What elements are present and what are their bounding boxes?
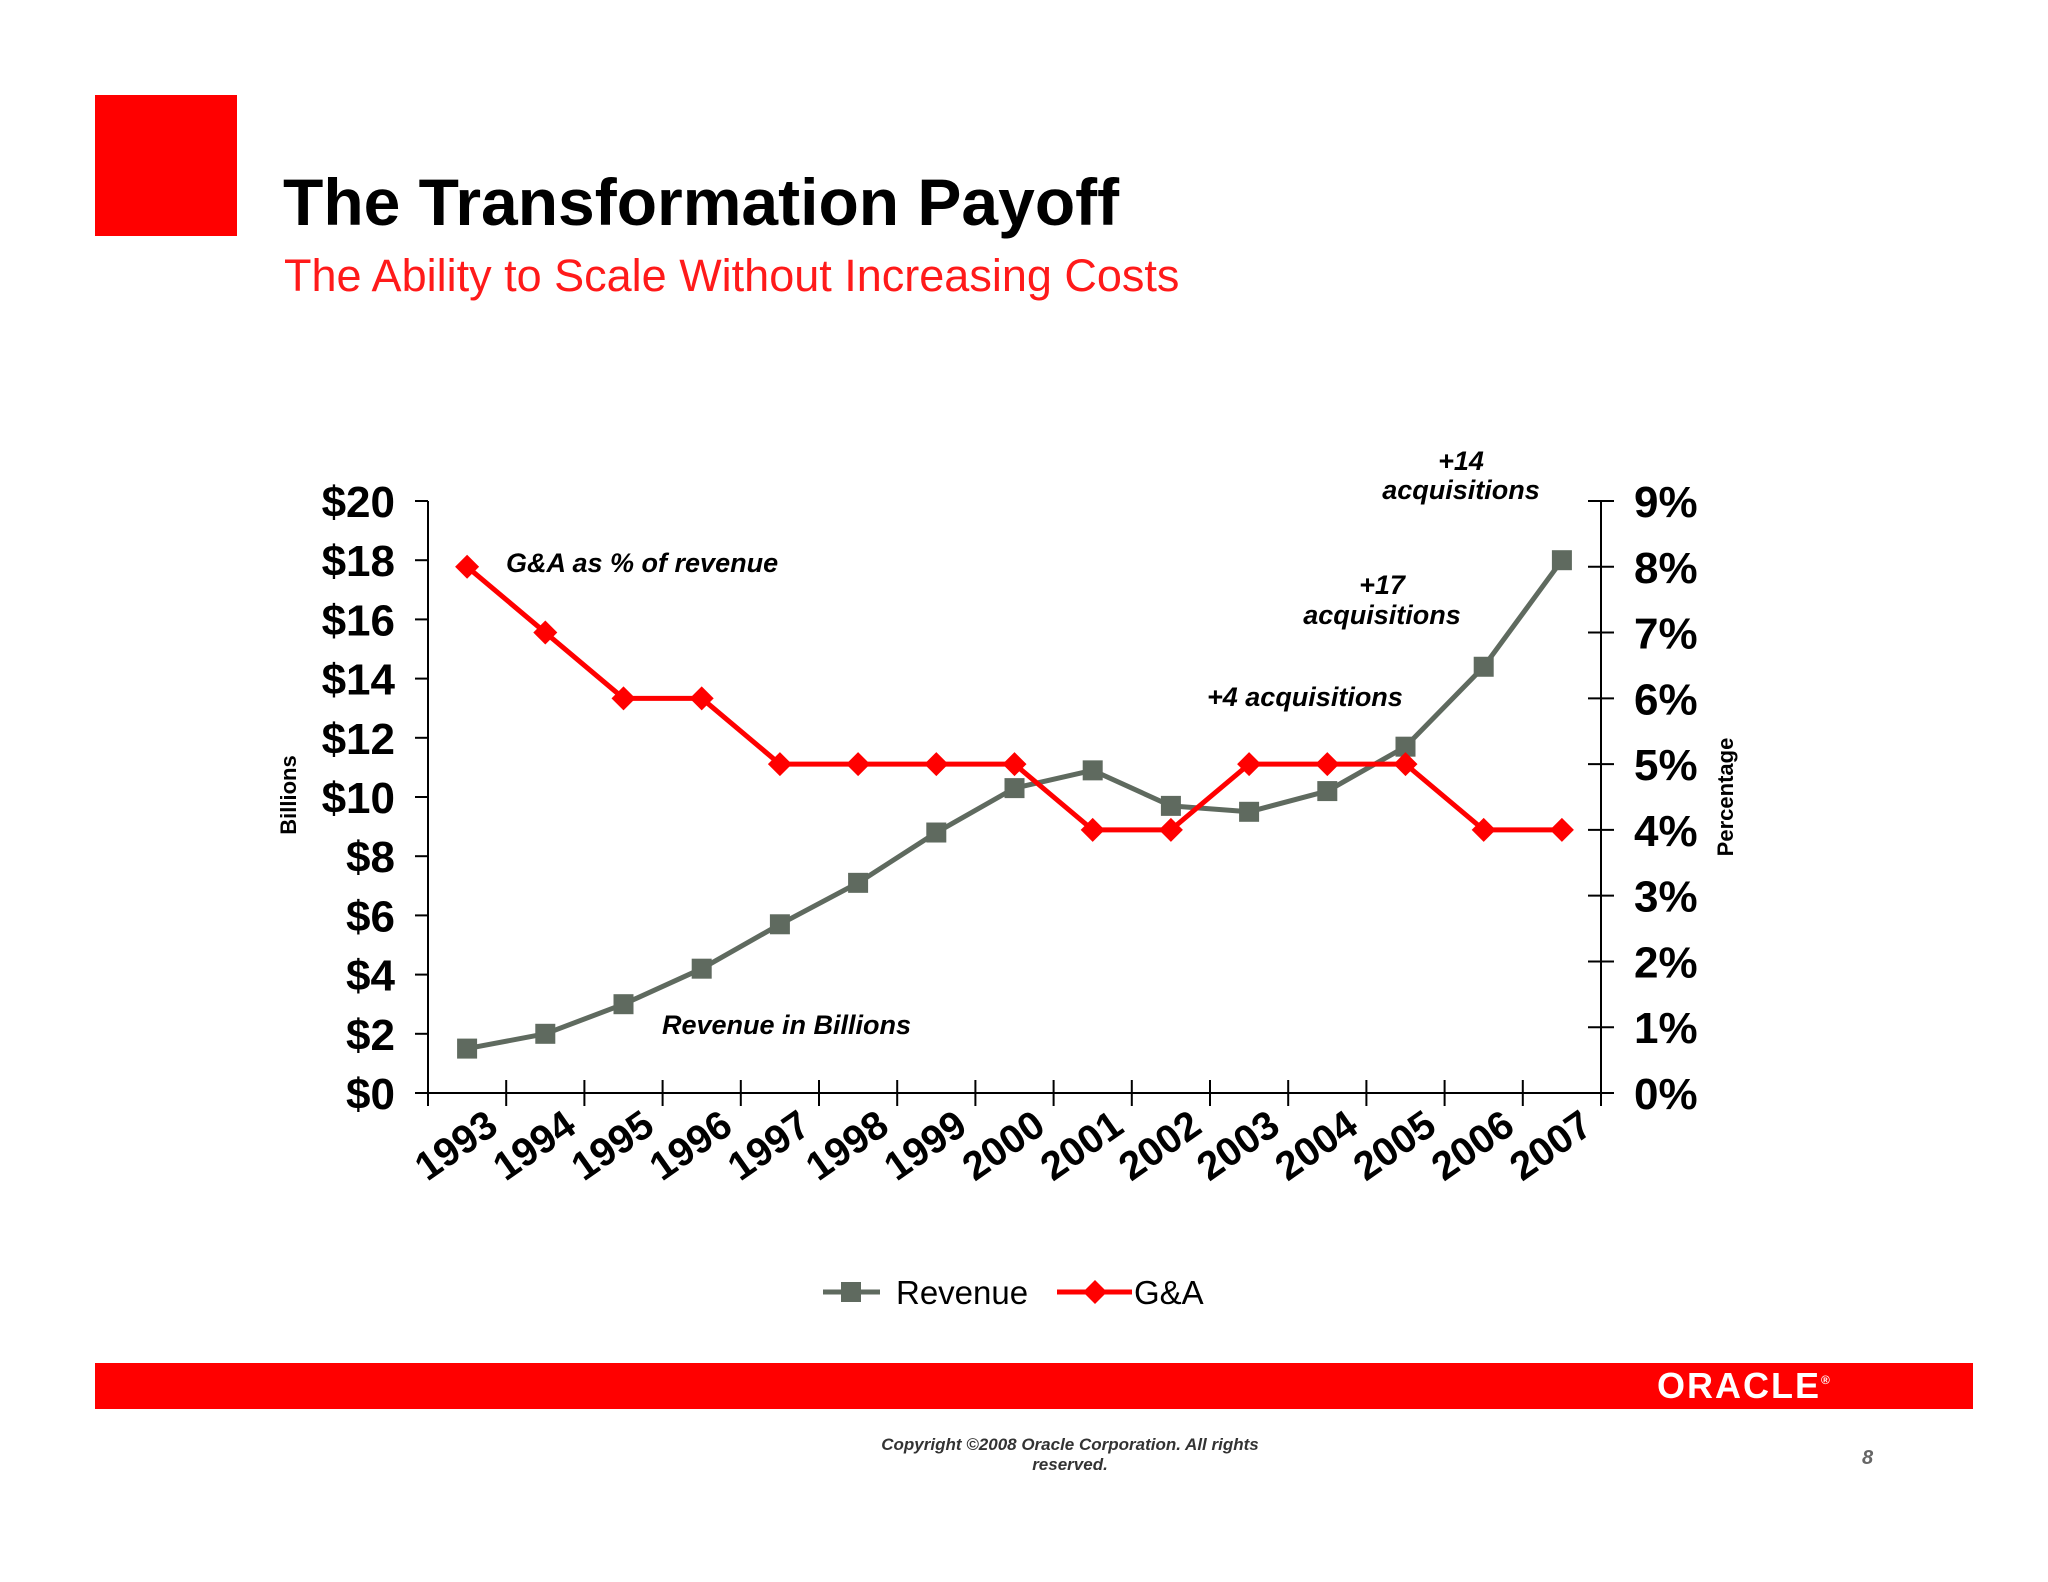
- y-left-tick-label: $4: [346, 952, 395, 1001]
- y-left-tick-label: $14: [322, 656, 396, 705]
- ga-point: [767, 752, 792, 777]
- x-tick-label: 2005: [1346, 1102, 1444, 1189]
- ga-point: [533, 620, 558, 645]
- ga-point: [1393, 752, 1418, 777]
- x-tick-label: 1994: [485, 1102, 584, 1190]
- revenue-point: [457, 1038, 478, 1059]
- y-right-tick-label: 3%: [1634, 873, 1698, 922]
- ga-point: [1002, 752, 1027, 777]
- revenue-point: [926, 822, 947, 843]
- y-right-tick-label: 6%: [1634, 675, 1698, 724]
- revenue-point: [1239, 801, 1260, 822]
- x-tick-label: 1997: [720, 1102, 818, 1189]
- ga-point: [689, 686, 714, 711]
- ga-point: [1080, 817, 1105, 842]
- x-tick-label: 2001: [1033, 1102, 1131, 1189]
- y-axis-right-label: Percentage: [1713, 738, 1738, 857]
- x-tick-label: 2000: [955, 1102, 1053, 1189]
- revenue-point: [613, 994, 634, 1015]
- annotation-17-count: +17: [1359, 570, 1407, 600]
- x-tick-label: 1998: [798, 1102, 896, 1189]
- y-right-tick-label: 5%: [1634, 741, 1698, 790]
- revenue-point: [1082, 760, 1103, 781]
- annotation-ga-percent: G&A as % of revenue: [506, 548, 778, 578]
- y-right-tick-label: 8%: [1634, 544, 1698, 593]
- y-left-tick-label: $2: [346, 1011, 395, 1060]
- red-accent-square: [95, 95, 237, 236]
- revenue-point: [1395, 736, 1416, 757]
- x-tick-label: 2004: [1267, 1102, 1366, 1190]
- ga-point: [1315, 752, 1340, 777]
- x-tick-label: 1993: [407, 1102, 505, 1189]
- y-left-tick-label: $8: [346, 833, 395, 882]
- y-right-tick-label: 0%: [1634, 1070, 1698, 1119]
- revenue-point: [1317, 781, 1338, 802]
- ga-point: [611, 686, 636, 711]
- legend-revenue-label: Revenue: [896, 1274, 1028, 1311]
- ga-point: [846, 752, 871, 777]
- y-axis-left-label: Billions: [276, 755, 301, 834]
- legend: Revenue G&A: [823, 1274, 1204, 1311]
- ga-point: [1158, 817, 1183, 842]
- y-right-tick-label: 7%: [1634, 610, 1698, 659]
- revenue-point: [1004, 778, 1025, 799]
- ga-point: [1549, 817, 1574, 842]
- x-tick-label: 2006: [1424, 1102, 1522, 1189]
- x-tick-label: 2003: [1189, 1102, 1287, 1189]
- series-line-revenue: [466, 558, 1564, 1052]
- footer-bar: [95, 1363, 1973, 1409]
- page-title: The Transformation Payoff: [283, 165, 1120, 239]
- revenue-point: [1160, 795, 1181, 816]
- revenue-point: [848, 872, 869, 893]
- annotation-17-label: acquisitions: [1303, 600, 1461, 630]
- revenue-point: [691, 958, 712, 979]
- legend-ga-marker: [1083, 1280, 1107, 1304]
- page-subtitle: The Ability to Scale Without Increasing …: [284, 250, 1180, 301]
- registered-mark: ®: [1821, 1373, 1830, 1387]
- x-tick-label: 1995: [564, 1102, 662, 1189]
- y-left-tick-label: $6: [346, 892, 395, 941]
- revenue-point: [769, 914, 790, 935]
- annotation-revenue-billions: Revenue in Billions: [662, 1010, 911, 1040]
- y-left-tick-label: $10: [322, 774, 395, 823]
- legend-ga-label: G&A: [1134, 1274, 1204, 1311]
- copyright-line-2: reserved.: [1032, 1455, 1108, 1474]
- ga-point: [455, 554, 480, 579]
- annotation-14-count: +14: [1438, 446, 1484, 476]
- revenue-point: [535, 1023, 556, 1044]
- y-right-tick-label: 1%: [1634, 1004, 1698, 1053]
- revenue-point: [1473, 656, 1494, 677]
- ga-point: [924, 752, 949, 777]
- copyright-line-1: Copyright ©2008 Oracle Corporation. All …: [881, 1435, 1259, 1454]
- ga-point: [1471, 817, 1496, 842]
- ga-point: [1237, 752, 1262, 777]
- y-left-tick-label: $16: [322, 596, 395, 645]
- y-left-tick-label: $18: [322, 537, 395, 586]
- chart-markers: [455, 550, 1574, 1059]
- copyright: Copyright ©2008 Oracle Corporation. All …: [800, 1435, 1340, 1475]
- y-right-tick-label: 9%: [1634, 478, 1698, 527]
- x-tick-label: 2002: [1111, 1102, 1209, 1189]
- y-left-tick-label: $0: [346, 1070, 395, 1119]
- y-right-tick-label: 2%: [1634, 938, 1698, 987]
- x-tick-label: 1996: [642, 1102, 740, 1189]
- y-left-tick-label: $20: [322, 478, 395, 527]
- revenue-point: [1551, 550, 1572, 571]
- legend-revenue-marker: [841, 1282, 861, 1302]
- annotation-14-label: acquisitions: [1382, 475, 1540, 505]
- chart-lines: [465, 558, 1564, 1052]
- annotation-4-acquisitions: +4 acquisitions: [1207, 682, 1403, 712]
- y-right-tick-label: 4%: [1634, 807, 1698, 856]
- x-tick-label: 1999: [876, 1102, 974, 1189]
- x-tick-label: 2007: [1502, 1102, 1600, 1189]
- page-number: 8: [1862, 1447, 1874, 1469]
- oracle-logo: ORACLE®: [1657, 1363, 1830, 1409]
- y-left-tick-label: $12: [322, 715, 395, 764]
- oracle-logo-text: ORACLE: [1657, 1365, 1821, 1406]
